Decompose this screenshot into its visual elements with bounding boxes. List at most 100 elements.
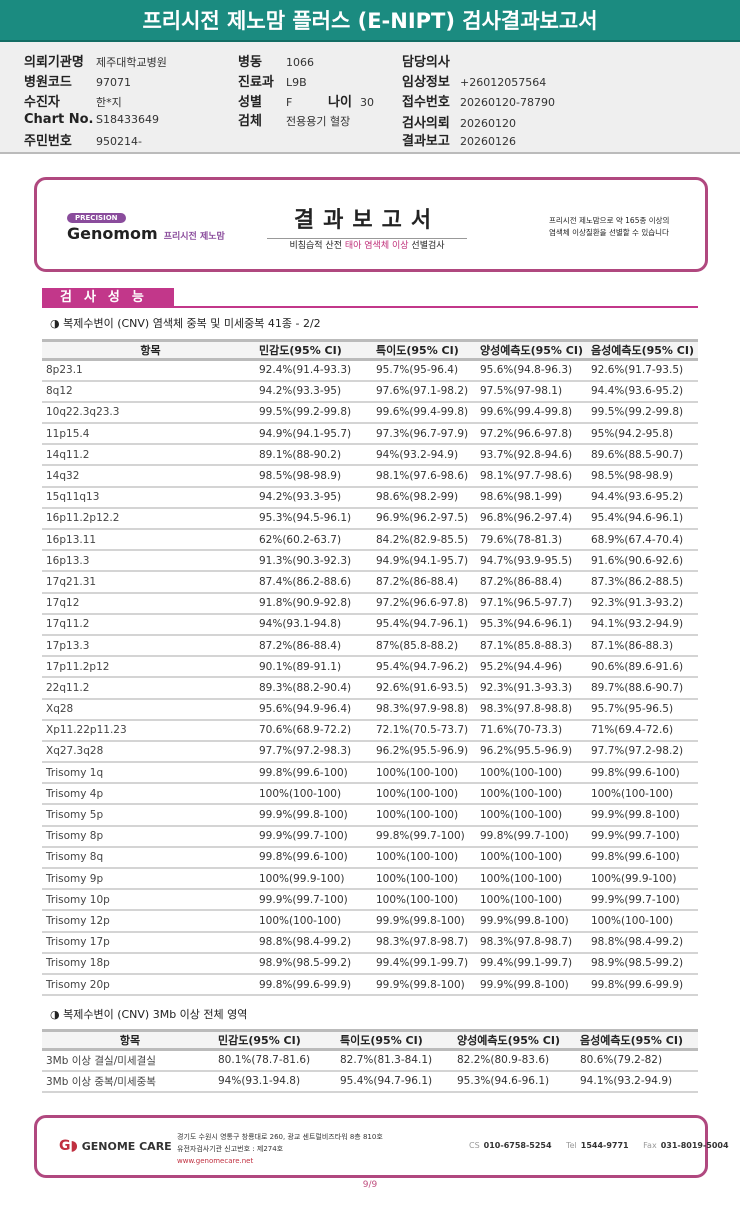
table-cell: 99.9%(99.8-100) xyxy=(255,804,372,827)
table-cell: 90.6%(89.6-91.6) xyxy=(587,656,698,679)
table-cell: 100%(100-100) xyxy=(255,783,372,806)
sex-field: 성별 F 나이 30 xyxy=(238,95,374,110)
table-cell: 95.4%(94.7-96.2) xyxy=(372,656,476,679)
row-label: 14q11.2 xyxy=(42,444,255,467)
table-cell: 99.9%(99.7-100) xyxy=(255,825,372,848)
table2-caption: ◑ 복제수변이 (CNV) 3Mb 이상 전체 영역 xyxy=(50,1008,248,1021)
table-cell: 84.2%(82.9-85.5) xyxy=(372,529,476,552)
table-cell: 96.9%(96.2-97.5) xyxy=(372,507,476,531)
table-cell: 82.2%(80.9-83.6) xyxy=(453,1049,576,1072)
table-cell: 98.3%(97.8-98.8) xyxy=(476,698,587,721)
table-cell: 80.6%(79.2-82) xyxy=(576,1049,698,1072)
row-label: 16p11.2p12.2 xyxy=(42,507,255,531)
table-cell: 99.9%(99.7-100) xyxy=(587,889,698,912)
table-cell: 89.3%(88.2-90.4) xyxy=(255,677,372,700)
table-row: 14q11.2 89.1%(88-90.2) 94%(93.2-94.9) 93.7%… xyxy=(42,444,698,467)
row-label: Trisomy 9p xyxy=(42,868,255,891)
patient-info-panel: 의뢰기관명 제주대학교병원 병원코드 97071 수진자 한*지 Chart No. S… xyxy=(0,42,740,154)
row-label: 15q11q13 xyxy=(42,486,255,509)
table-cell: 95.3%(94.5-96.1) xyxy=(255,507,372,531)
banner-subtitle: 비침습적 산전 태아 염색체 이상 선별검사 xyxy=(289,241,445,251)
table-cell: 100%(100-100) xyxy=(476,868,587,891)
row-label: Trisomy 18p xyxy=(42,952,255,975)
table-cell: 97.7%(97.2-98.3) xyxy=(255,740,372,764)
table-cell: 91.8%(90.9-92.8) xyxy=(255,592,372,615)
table-cell: 87.2%(86-88.4) xyxy=(476,571,587,594)
table-cell: 95.7%(95-96.5) xyxy=(587,698,698,721)
column-header: 특이도(95% CI) xyxy=(336,1029,453,1051)
table-row: Xp11.22p11.23 70.6%(68.9-72.2) 72.1%(70.5-… xyxy=(42,719,698,742)
table-cell: 94.2%(93.3-95) xyxy=(255,486,372,509)
table-row: 11p15.4 94.9%(94.1-95.7) 97.3%(96.7-97.9) 9… xyxy=(42,423,698,446)
table-row: 3Mb 이상 결실/미세결실 80.1%(78.7-81.6) 82.7%(81.3… xyxy=(42,1049,698,1072)
table-cell: 99.8%(99.6-100) xyxy=(255,762,372,785)
genomom-logo: Genomom 프리시전 제노맘 xyxy=(67,224,225,243)
table-cell: 98.9%(98.5-99.2) xyxy=(255,952,372,975)
table-cell: 79.6%(78-81.3) xyxy=(476,529,587,552)
table-cell: 100%(100-100) xyxy=(587,783,698,806)
table-cell: 89.6%(88.5-90.7) xyxy=(587,444,698,467)
row-label: 16p13.3 xyxy=(42,550,255,573)
table-cell: 98.5%(98-98.9) xyxy=(255,465,372,488)
table-cell: 96.2%(95.5-96.9) xyxy=(476,740,587,764)
table-cell: 92.3%(91.3-93.2) xyxy=(587,592,698,615)
table-cell: 94.4%(93.6-95.2) xyxy=(587,380,698,403)
table-cell: 98.3%(97.8-98.7) xyxy=(476,931,587,954)
table-cell: 99.9%(99.7-100) xyxy=(255,889,372,912)
table-cell: 90.1%(89-91.1) xyxy=(255,656,372,679)
table-row: 17q12 91.8%(90.9-92.8) 97.2%(96.6-97.8) 97.… xyxy=(42,592,698,615)
table-cell: 82.7%(81.3-84.1) xyxy=(336,1049,453,1072)
table-cell: 99.9%(99.8-100) xyxy=(476,973,587,997)
table-cell: 95%(94.2-95.8) xyxy=(587,423,698,446)
table-cell: 99.4%(99.1-99.7) xyxy=(372,952,476,975)
table-cell: 97.7%(97.2-98.2) xyxy=(587,740,698,764)
table-cell: 95.6%(94.9-96.4) xyxy=(255,698,372,721)
table-row: Trisomy 12p 100%(100-100) 99.9%(99.8-100) 9… xyxy=(42,910,698,933)
banner-tagline: 프리시전 제노맘으로 약 165종 이상의 염색체 이상질환을 선별할 수 있습니… xyxy=(549,216,670,237)
table-cell: 99.6%(99.4-99.8) xyxy=(476,401,587,425)
clinical-info-field: 임상정보 +26012057564 xyxy=(402,75,547,90)
patient-name-field: 수진자 한*지 xyxy=(24,95,122,110)
table-cell: 99.6%(99.4-99.8) xyxy=(372,401,476,425)
table-cell: 87.1%(86-88.3) xyxy=(587,634,698,658)
column-header: 양성예측도(95% CI) xyxy=(453,1029,576,1051)
rrn-field: 주민번호 950214- xyxy=(24,134,142,149)
column-header: 음성예측도(95% CI) xyxy=(587,339,698,361)
table-cell: 94.9%(94.1-95.7) xyxy=(372,550,476,573)
row-label: Trisomy 4p xyxy=(42,783,255,806)
report-banner: PRECISION Genomom 프리시전 제노맘 결과보고서 비침습적 산전 … xyxy=(34,177,708,272)
gc-logo-icon: G◗ xyxy=(59,1138,78,1154)
table-cell: 100%(100-100) xyxy=(372,846,476,870)
row-label: Trisomy 8p xyxy=(42,825,255,848)
column-header: 민감도(95% CI) xyxy=(255,339,372,361)
table-cell: 98.3%(97.9-98.8) xyxy=(372,698,476,721)
table-cell: 95.4%(94.7-96.1) xyxy=(372,613,476,636)
table-cell: 71%(69.4-72.6) xyxy=(587,719,698,742)
row-label: Xq28 xyxy=(42,698,255,721)
table-row: Trisomy 4p 100%(100-100) 100%(100-100) 100%… xyxy=(42,783,698,806)
table-cell: 100%(100-100) xyxy=(476,889,587,912)
table-row: Trisomy 1q 99.8%(99.6-100) 100%(100-100) 10… xyxy=(42,762,698,785)
table-cell: 94.1%(93.2-94.9) xyxy=(576,1070,698,1093)
table-row: 16p13.11 62%(60.2-63.7) 84.2%(82.9-85.5) 79… xyxy=(42,529,698,552)
table-cell: 68.9%(67.4-70.4) xyxy=(587,529,698,552)
table-cell: 94%(93.2-94.9) xyxy=(372,444,476,467)
row-label: 3Mb 이상 결실/미세결실 xyxy=(42,1049,214,1072)
row-label: 17p11.2p12 xyxy=(42,656,255,679)
table-cell: 99.9%(99.8-100) xyxy=(476,910,587,933)
table-cell: 99.4%(99.1-99.7) xyxy=(476,952,587,975)
table-row: Trisomy 10p 99.9%(99.7-100) 100%(100-100) 1… xyxy=(42,889,698,912)
table1-caption: ◑ 복제수변이 (CNV) 염색체 중복 및 미세중복 41종 - 2/2 xyxy=(50,317,321,330)
dept-field: 진료과 L9B xyxy=(238,75,307,90)
table-cell: 97.2%(96.6-97.8) xyxy=(372,592,476,615)
table-cell: 95.4%(94.7-96.1) xyxy=(336,1070,453,1093)
table-cell: 99.5%(99.2-99.8) xyxy=(587,401,698,425)
column-header: 민감도(95% CI) xyxy=(214,1029,336,1051)
table-cell: 91.6%(90.6-92.6) xyxy=(587,550,698,573)
row-label: 17p13.3 xyxy=(42,634,255,658)
website-link[interactable]: www.genomecare.net xyxy=(177,1157,254,1165)
table-cell: 97.5%(97-98.1) xyxy=(476,380,587,403)
table-cell: 98.9%(98.5-99.2) xyxy=(587,952,698,975)
table-cell: 99.8%(99.6-99.9) xyxy=(255,973,372,997)
table-cell: 98.6%(98.2-99) xyxy=(372,486,476,509)
